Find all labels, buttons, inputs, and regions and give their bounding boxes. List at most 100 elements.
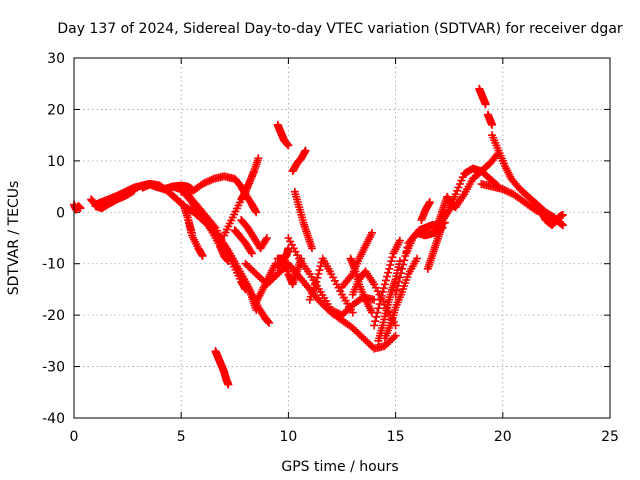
series-arc-31 xyxy=(423,226,445,273)
data-point xyxy=(444,207,453,216)
data-point xyxy=(370,321,379,330)
data-point xyxy=(380,280,389,289)
series-arc-13 xyxy=(237,216,271,253)
chart-title: Day 137 of 2024, Sidereal Day-to-day VTE… xyxy=(57,21,623,37)
y-axis-label: SDTVAR / TECUs xyxy=(6,181,22,296)
data-point xyxy=(391,331,400,340)
data-point xyxy=(247,249,256,258)
series-arc-41 xyxy=(252,259,280,307)
data-point xyxy=(372,312,381,321)
series-arc-10 xyxy=(198,213,233,266)
series-arc-25 xyxy=(370,236,404,330)
y-tick-label: 10 xyxy=(47,154,65,170)
series-arc-36 xyxy=(483,110,497,129)
data-point xyxy=(262,234,271,242)
data-point xyxy=(330,307,339,316)
data-point xyxy=(376,295,385,304)
y-tick-labels: -40 -30 -20 -10 0 10 20 30 xyxy=(42,51,65,427)
data-point xyxy=(500,186,509,194)
series-arc-11 xyxy=(211,347,233,389)
data-point xyxy=(198,180,207,188)
data-point xyxy=(384,268,393,277)
data-point xyxy=(314,270,323,278)
data-point xyxy=(327,306,336,314)
data-point xyxy=(389,333,398,342)
data-point xyxy=(252,208,261,217)
data-point xyxy=(246,247,255,256)
data-point xyxy=(368,228,377,237)
series-arc-30 xyxy=(417,198,434,224)
series-arc-40 xyxy=(230,226,256,258)
data-point xyxy=(368,342,377,351)
data-point xyxy=(381,276,390,285)
data-point xyxy=(254,154,263,163)
y-tick-label: -10 xyxy=(42,257,65,273)
series-arc-39 xyxy=(530,203,567,230)
data-point xyxy=(374,304,383,313)
data-point xyxy=(265,318,274,327)
data-point xyxy=(205,176,214,185)
plot-frame xyxy=(73,57,611,419)
data-point xyxy=(224,257,233,266)
data-point xyxy=(130,186,139,195)
data-point xyxy=(373,308,382,317)
data-point xyxy=(301,146,310,155)
data-point xyxy=(202,178,211,187)
data-point xyxy=(413,254,422,263)
y-tick-label: -30 xyxy=(42,360,65,376)
data-point xyxy=(261,235,270,244)
data-point xyxy=(504,187,513,196)
data-point xyxy=(394,277,403,286)
data-point xyxy=(128,187,137,196)
data-point xyxy=(388,253,397,262)
series-arc-29 xyxy=(402,218,449,258)
series-arc-8 xyxy=(183,213,207,260)
data-point xyxy=(379,284,388,293)
series-arc-27 xyxy=(380,254,422,343)
data-point xyxy=(391,290,400,299)
series-arc-12 xyxy=(220,154,263,240)
data-point xyxy=(385,264,394,273)
data-point xyxy=(383,272,392,281)
series-arc-3 xyxy=(91,186,139,213)
x-tick-labels: 0 5 10 15 20 25 xyxy=(70,429,619,445)
x-tick-label: 20 xyxy=(494,429,512,445)
data-point xyxy=(315,266,324,275)
data-point xyxy=(558,221,567,230)
x-tick-label: 5 xyxy=(177,429,186,445)
data-point xyxy=(425,198,434,206)
series-arc-18 xyxy=(288,146,310,176)
data-point xyxy=(76,204,85,213)
data-point xyxy=(198,252,207,260)
data-points xyxy=(70,84,567,389)
y-tick-label: 0 xyxy=(56,205,65,221)
data-point xyxy=(207,175,216,184)
data-point xyxy=(329,306,338,315)
data-point xyxy=(307,244,316,253)
data-point xyxy=(336,310,345,319)
x-tick-label: 0 xyxy=(70,429,79,445)
data-point xyxy=(200,179,209,188)
data-point xyxy=(224,380,233,389)
series-arc-35 xyxy=(475,84,490,109)
data-point xyxy=(378,288,387,296)
data-point xyxy=(481,100,490,109)
x-tick-label: 15 xyxy=(387,429,405,445)
data-point xyxy=(558,210,567,219)
data-point xyxy=(398,264,407,273)
data-point xyxy=(502,186,511,195)
data-point xyxy=(348,308,357,317)
data-point xyxy=(332,308,341,317)
series-arc-15 xyxy=(273,120,293,150)
data-point xyxy=(371,317,380,326)
data-point xyxy=(498,185,507,194)
x-tick-label: 10 xyxy=(279,429,297,445)
data-point xyxy=(312,277,321,286)
data-point xyxy=(284,141,293,150)
y-tick-label: -20 xyxy=(42,308,65,324)
data-point xyxy=(396,269,405,278)
data-point xyxy=(547,213,556,222)
data-point xyxy=(488,120,497,129)
series-arc-19 xyxy=(290,187,316,253)
